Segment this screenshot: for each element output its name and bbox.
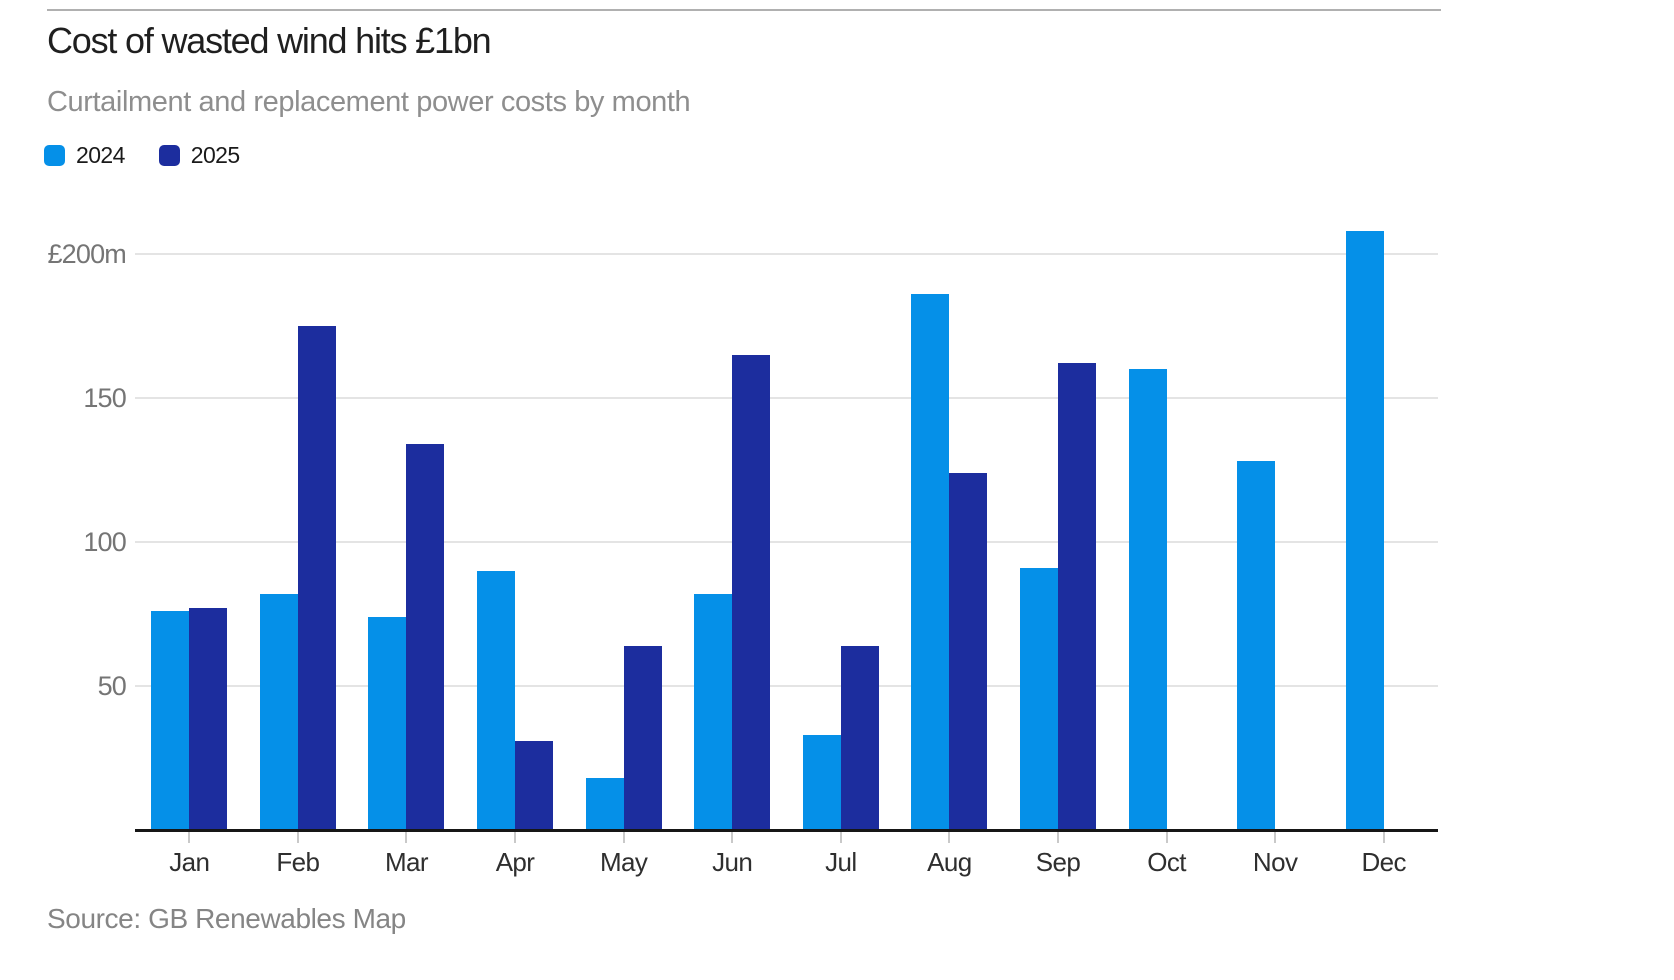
x-axis-label-feb: Feb [276, 847, 320, 877]
x-axis-label-mar: Mar [384, 847, 429, 877]
bar-2024-may [585, 778, 624, 830]
bar-2024-jun [694, 593, 733, 830]
x-axis-tick-sep [1056, 832, 1059, 843]
chart-subtitle: Curtailment and replacement power costs … [47, 86, 691, 118]
x-axis-label-sep: Sep [1035, 847, 1081, 877]
x-axis-label-may: May [599, 847, 648, 877]
bar-2025-jul [840, 645, 879, 830]
x-axis-label-aug: Aug [927, 847, 972, 877]
bar-2024-jan [151, 611, 190, 830]
legend-item-2024: 2024 [44, 142, 125, 169]
bar-2025-aug [949, 472, 988, 830]
bar-2024-aug [911, 294, 950, 830]
legend-swatch-2025 [158, 145, 180, 166]
x-axis-label-jan: Jan [169, 847, 210, 877]
x-axis-tick-oct [1165, 832, 1168, 843]
top-rule [47, 9, 1441, 11]
x-axis-tick-mar [405, 832, 408, 843]
x-axis-tick-aug [948, 832, 951, 843]
legend-swatch-2024 [44, 145, 65, 166]
bar-2025-sep [1057, 363, 1096, 830]
y-axis-tick-label-200: £200m [47, 239, 126, 269]
x-axis-baseline [135, 829, 1438, 832]
bar-2024-dec [1345, 230, 1384, 830]
bar-2024-sep [1019, 567, 1058, 830]
bar-2024-mar [368, 616, 407, 830]
bar-2024-oct [1128, 369, 1167, 830]
gridline-200 [135, 253, 1438, 255]
x-axis-tick-apr [514, 832, 517, 843]
y-axis-tick-label-150: 150 [83, 383, 126, 413]
bar-2025-mar [406, 444, 445, 830]
x-axis-tick-dec [1382, 832, 1385, 843]
x-axis-label-dec: Dec [1361, 847, 1406, 877]
y-axis-tick-label-50: 50 [97, 671, 127, 701]
x-axis-tick-jul [839, 832, 842, 843]
legend-label-2024: 2024 [76, 142, 125, 168]
x-axis-label-apr: Apr [495, 847, 535, 877]
legend-label-2025: 2025 [190, 142, 240, 168]
bar-2024-apr [477, 570, 516, 830]
legend: 2024 2025 [44, 142, 240, 169]
y-axis-tick-label-100: 100 [83, 527, 126, 557]
x-axis-tick-jan [188, 832, 191, 843]
x-axis-label-nov: Nov [1252, 847, 1298, 877]
bar-2024-jul [802, 734, 841, 830]
bar-2025-apr [515, 740, 554, 830]
bar-2025-jun [732, 354, 771, 830]
x-axis-tick-nov [1274, 832, 1277, 843]
x-axis-tick-jun [731, 832, 734, 843]
bar-2024-feb [259, 593, 298, 830]
gridline-100 [135, 541, 1438, 543]
legend-item-2025: 2025 [158, 142, 240, 169]
source-note: Source: GB Renewables Map [47, 903, 406, 934]
bar-2025-may [623, 645, 662, 830]
x-axis-label-jul: Jul [825, 847, 857, 877]
bar-2024-nov [1237, 461, 1276, 830]
chart-title: Cost of wasted wind hits £1bn [47, 20, 492, 61]
bar-2025-jan [189, 608, 228, 830]
x-axis-tick-feb [296, 832, 299, 843]
bar-2025-feb [297, 326, 336, 830]
gridline-50 [135, 685, 1438, 687]
x-axis-label-jun: Jun [712, 847, 753, 877]
x-axis-label-oct: Oct [1147, 847, 1186, 877]
gridline-150 [135, 397, 1438, 399]
x-axis-tick-may [622, 832, 625, 843]
